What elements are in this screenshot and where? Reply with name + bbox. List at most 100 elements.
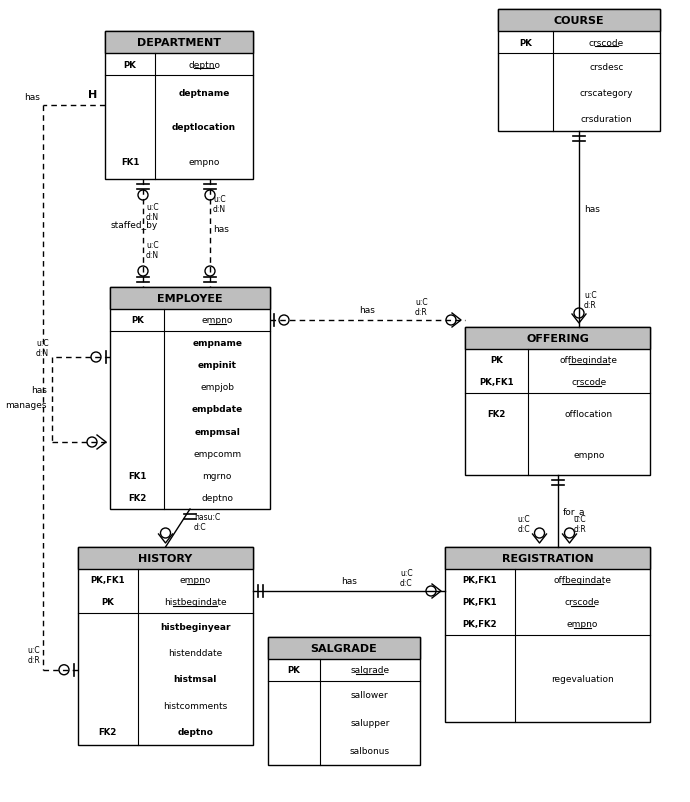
Text: d:N: d:N [213, 205, 226, 214]
Text: deptlocation: deptlocation [172, 124, 236, 132]
Text: u:C: u:C [37, 339, 49, 348]
Text: histcomments: histcomments [163, 701, 228, 710]
Text: DEPARTMENT: DEPARTMENT [137, 38, 221, 48]
Text: sallower: sallower [351, 691, 388, 699]
Text: staffed_by: staffed_by [111, 221, 158, 230]
Text: empno: empno [188, 158, 220, 167]
Text: histbeginyear: histbeginyear [160, 622, 230, 631]
Bar [465, 327, 650, 476]
Text: for_a: for_a [562, 507, 585, 516]
Bar [78, 547, 253, 569]
Text: hasu:C: hasu:C [194, 512, 220, 522]
Text: salgrade: salgrade [351, 666, 389, 674]
Text: OFFERING: OFFERING [526, 334, 589, 343]
Text: HISTORY: HISTORY [139, 553, 193, 563]
Text: FK2: FK2 [128, 494, 146, 503]
Text: u:C: u:C [146, 203, 159, 213]
Text: empno: empno [566, 620, 598, 629]
Bar [498, 10, 660, 32]
Text: empmsal: empmsal [195, 427, 240, 436]
Text: d:R: d:R [573, 525, 586, 534]
Text: offlocation: offlocation [565, 410, 613, 419]
Text: empcomm: empcomm [193, 449, 242, 458]
Text: SALGRADE: SALGRADE [310, 643, 377, 653]
Text: d:R: d:R [415, 308, 428, 317]
Bar [110, 288, 270, 310]
Text: PK: PK [288, 666, 300, 674]
Bar [78, 547, 253, 745]
Text: u:C: u:C [584, 291, 597, 300]
Text: mgrno: mgrno [202, 472, 232, 480]
Bar [498, 10, 660, 132]
Text: has: has [31, 386, 47, 395]
Text: PK: PK [101, 597, 114, 607]
Text: empname: empname [193, 338, 242, 347]
Text: empbdate: empbdate [192, 405, 243, 414]
Bar [465, 327, 650, 350]
Text: has: has [24, 93, 40, 103]
Text: empno: empno [179, 576, 211, 585]
Text: crscode: crscode [571, 378, 607, 387]
Text: salupper: salupper [350, 719, 390, 727]
Text: manages: manages [6, 400, 47, 410]
Bar [110, 288, 270, 509]
Text: FK1: FK1 [121, 158, 139, 167]
Text: has: has [213, 225, 229, 233]
Text: PK: PK [519, 38, 532, 47]
Text: regevaluation: regevaluation [551, 674, 613, 683]
Text: has: has [584, 205, 600, 214]
Text: PK,FK2: PK,FK2 [462, 620, 497, 629]
Text: PK: PK [124, 60, 137, 70]
Text: PK: PK [131, 316, 144, 325]
Text: u:C: u:C [28, 646, 40, 654]
Text: FK2: FK2 [99, 727, 117, 736]
Text: has: has [359, 306, 375, 315]
Text: u:C: u:C [146, 241, 159, 250]
Text: FK1: FK1 [128, 472, 146, 480]
Text: d:C: d:C [400, 579, 413, 588]
Text: PK,FK1: PK,FK1 [90, 576, 125, 585]
Text: empno: empno [573, 451, 604, 460]
Bar [445, 547, 650, 569]
Text: empjob: empjob [200, 383, 234, 391]
Text: COURSE: COURSE [553, 16, 604, 26]
Text: empno: empno [201, 316, 233, 325]
Text: salbonus: salbonus [350, 747, 390, 755]
Text: histbegindate: histbegindate [164, 597, 226, 607]
Text: offbegindate: offbegindate [553, 576, 611, 585]
Text: d:N: d:N [146, 213, 159, 222]
Text: crsduration: crsduration [581, 115, 632, 124]
Bar [105, 32, 253, 54]
Text: d:R: d:R [584, 301, 597, 310]
Text: offbegindate: offbegindate [560, 356, 618, 365]
Bar [105, 32, 253, 180]
Text: H: H [88, 90, 97, 100]
Text: u:C: u:C [415, 298, 428, 307]
Text: PK,FK1: PK,FK1 [462, 576, 497, 585]
Text: deptno: deptno [177, 727, 213, 736]
Text: deptname: deptname [179, 89, 230, 98]
Text: empinit: empinit [198, 360, 237, 370]
Text: deptno: deptno [201, 494, 233, 503]
Text: d:C: d:C [194, 523, 206, 532]
Text: u:C: u:C [573, 515, 586, 524]
Text: REGISTRATION: REGISTRATION [502, 553, 593, 563]
Bar [268, 638, 420, 659]
Text: histenddate: histenddate [168, 648, 222, 658]
Text: histmsal: histmsal [174, 674, 217, 683]
Text: crscode: crscode [564, 597, 600, 607]
Text: u:C: u:C [213, 195, 226, 205]
Text: PK: PK [490, 356, 503, 365]
Text: PK,FK1: PK,FK1 [462, 597, 497, 607]
Text: d:N: d:N [36, 349, 49, 358]
Text: u:C: u:C [518, 515, 530, 524]
Text: has: has [341, 577, 357, 585]
Text: crscode: crscode [589, 38, 624, 47]
Bar [268, 638, 420, 765]
Text: u:C: u:C [400, 569, 413, 577]
Text: d:C: d:C [518, 525, 530, 534]
Text: deptno: deptno [188, 60, 220, 70]
Text: d:N: d:N [146, 251, 159, 260]
Text: crsdesc: crsdesc [589, 63, 624, 71]
Text: crscategory: crscategory [580, 88, 633, 97]
